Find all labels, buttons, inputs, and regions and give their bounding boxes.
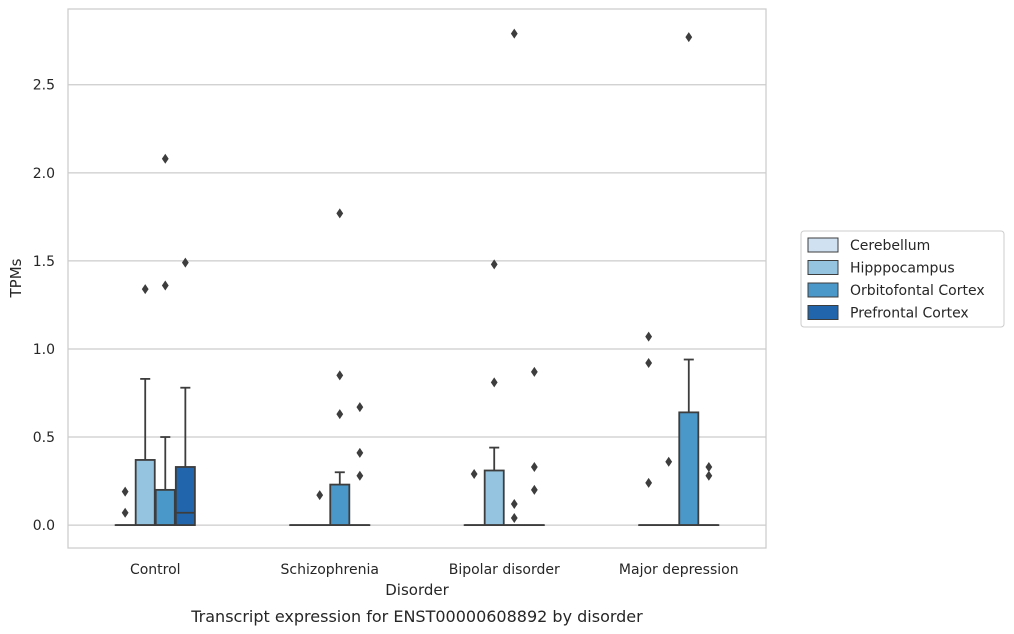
box-group xyxy=(638,331,660,527)
outlier-point xyxy=(316,490,324,501)
box-group xyxy=(134,284,156,527)
outlier-point xyxy=(490,377,498,388)
chart-caption: Transcript expression for ENST0000060889… xyxy=(190,607,643,626)
outlier-point xyxy=(141,284,149,295)
y-tick-label: 1.5 xyxy=(33,254,55,270)
box xyxy=(134,459,156,527)
plot-frame xyxy=(67,8,767,549)
box-group xyxy=(309,490,331,527)
legend-swatch xyxy=(807,305,839,320)
box-layer xyxy=(114,28,720,527)
legend: Cerebellum Hipppocampus Orbitofontal Corte… xyxy=(800,230,1005,328)
outlier-point xyxy=(510,513,518,524)
x-tick-label: Major depression xyxy=(619,562,739,578)
outlier-point xyxy=(705,470,713,481)
y-tick-label: 2.5 xyxy=(33,78,55,94)
legend-label: Prefrontal Cortex xyxy=(850,306,969,322)
outlier-point xyxy=(336,370,344,381)
y-tick-label: 0.5 xyxy=(33,430,55,446)
outlier-point xyxy=(530,461,538,472)
outlier-point xyxy=(645,358,653,369)
outlier-point xyxy=(121,486,129,497)
box-group xyxy=(329,208,351,527)
outlier-point xyxy=(336,208,344,219)
legend-label: Hipppocampus xyxy=(850,261,955,277)
box xyxy=(329,483,351,527)
box-group xyxy=(523,366,545,527)
box-group xyxy=(463,469,485,527)
x-tick-label: Control xyxy=(130,562,181,578)
outlier-point xyxy=(356,447,364,458)
box xyxy=(483,469,505,527)
outlier-point xyxy=(336,409,344,420)
box-group xyxy=(503,28,525,527)
legend-entries: Cerebellum Hipppocampus Orbitofontal Corte… xyxy=(807,237,985,322)
outlier-point xyxy=(530,366,538,377)
outlier-point xyxy=(161,153,169,164)
x-tick-labels: Control Schizophrenia Bipolar disorder Majo… xyxy=(130,562,739,578)
box xyxy=(154,488,176,527)
box-group xyxy=(154,153,176,527)
legend-frame xyxy=(800,230,1005,328)
outlier-point xyxy=(490,259,498,270)
outlier-point xyxy=(510,498,518,509)
outlier-point xyxy=(510,28,518,39)
box-group xyxy=(658,456,680,527)
box xyxy=(678,411,700,527)
legend-swatch xyxy=(807,282,839,298)
y-axis-title: TPMs xyxy=(7,258,25,298)
outlier-point xyxy=(356,402,364,413)
outlier-point xyxy=(645,331,653,342)
legend-label: Cerebellum xyxy=(850,238,930,254)
box-group xyxy=(698,461,720,527)
outlier-point xyxy=(161,280,169,291)
outlier-point xyxy=(530,484,538,495)
x-tick-label: Schizophrenia xyxy=(281,562,379,578)
legend-label: Orbitofontal Cortex xyxy=(850,283,985,299)
outlier-point xyxy=(121,507,129,518)
y-tick-label: 1.0 xyxy=(33,342,55,358)
x-tick-label: Bipolar disorder xyxy=(449,562,560,578)
box-group xyxy=(678,32,700,527)
box-group xyxy=(174,257,196,527)
outlier-point xyxy=(705,461,713,472)
box xyxy=(174,466,196,527)
legend-swatch xyxy=(807,260,839,275)
outlier-point xyxy=(470,469,478,480)
y-tick-label: 0.0 xyxy=(33,518,55,534)
outlier-point xyxy=(356,470,364,481)
outlier-point xyxy=(645,477,653,488)
box-group xyxy=(483,259,505,527)
y-tick-labels: 0.0 0.5 1.0 1.5 2.0 2.5 xyxy=(33,78,55,534)
box-group xyxy=(114,486,136,527)
gridlines xyxy=(68,84,766,526)
x-axis-title: Disorder xyxy=(385,581,449,599)
outlier-point xyxy=(685,32,693,43)
box-group xyxy=(349,402,371,527)
y-tick-label: 2.0 xyxy=(33,166,55,182)
legend-swatch xyxy=(807,237,839,253)
outlier-point xyxy=(665,456,673,467)
outlier-point xyxy=(181,257,189,268)
